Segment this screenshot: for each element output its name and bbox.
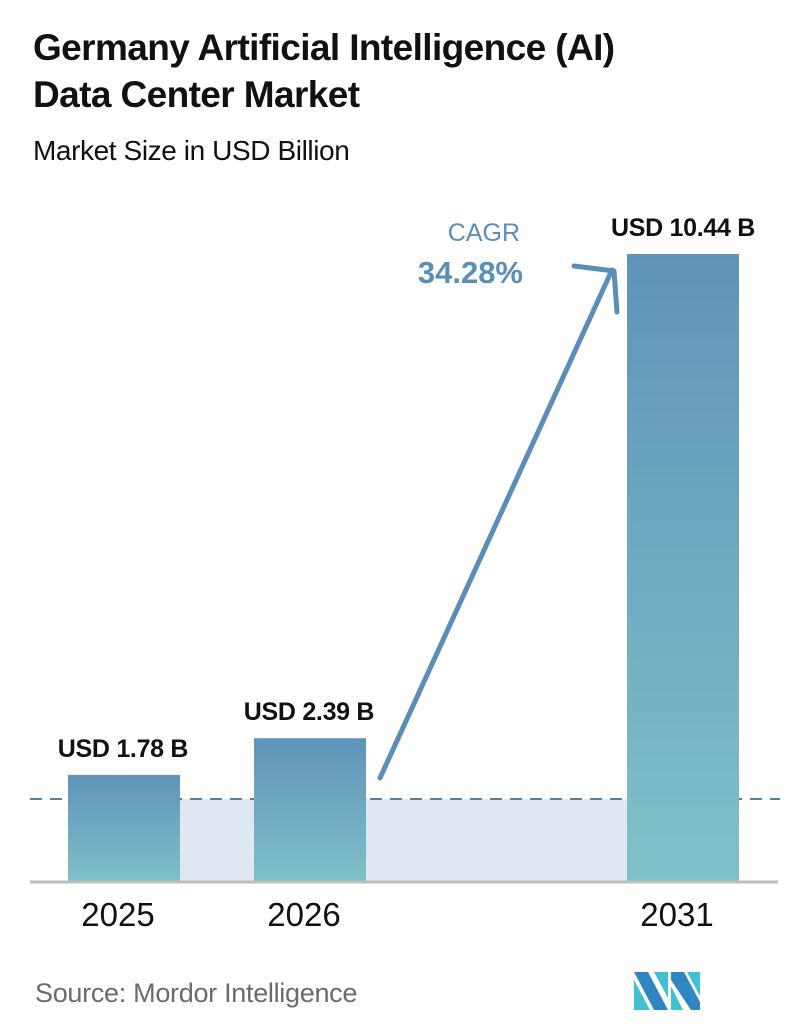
mordor-intelligence-logo-icon <box>634 972 700 1010</box>
cagr-arrow-icon <box>377 263 620 781</box>
cagr-value: 34.28% <box>418 255 523 290</box>
bars-group <box>68 254 739 882</box>
value-labels-group: USD 1.78 B USD 2.39 B USD 10.44 B <box>58 214 755 763</box>
chart-title: Germany Artificial Intelligence (AI) Dat… <box>33 24 615 118</box>
value-label-2026: USD 2.39 B <box>244 698 374 726</box>
chart-title-line-1: Germany Artificial Intelligence (AI) <box>33 27 615 68</box>
chart-subtitle: Market Size in USD Billion <box>33 135 350 166</box>
source-credit: Source: Mordor Intelligence <box>35 978 358 1008</box>
value-label-2031: USD 10.44 B <box>611 214 755 242</box>
x-axis-tick-labels: 2025 2026 2031 <box>81 896 713 933</box>
value-label-2025: USD 1.78 B <box>58 735 188 763</box>
x-tick-2031: 2031 <box>640 896 713 933</box>
bar-2031 <box>627 254 739 882</box>
bar-2025 <box>68 774 180 882</box>
x-tick-2026: 2026 <box>267 896 340 933</box>
x-tick-2025: 2025 <box>81 896 154 933</box>
chart-title-line-2: Data Center Market <box>33 74 360 115</box>
bar-2026 <box>254 738 366 882</box>
cagr-label: CAGR <box>448 219 520 247</box>
